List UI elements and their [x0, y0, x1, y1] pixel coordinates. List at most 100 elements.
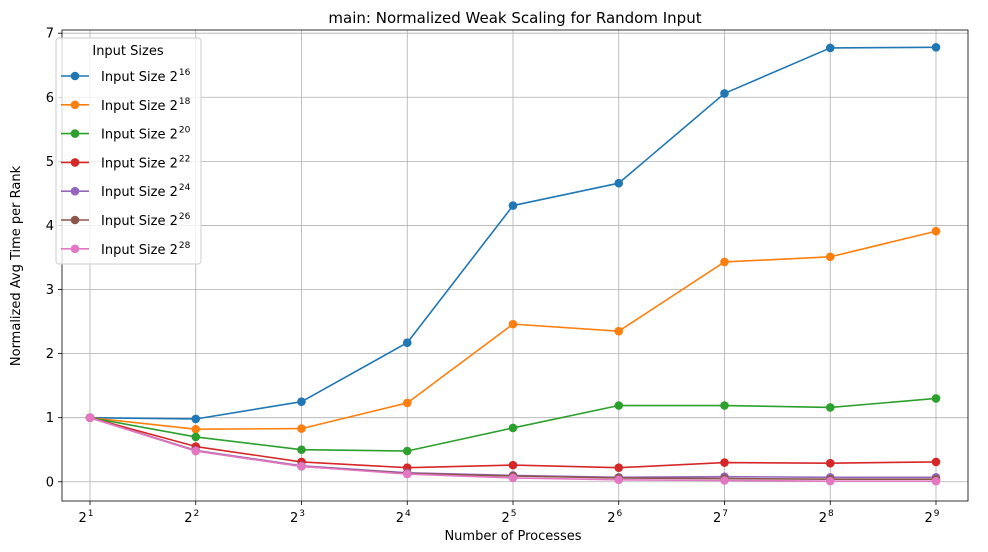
x-tick-label: 28	[819, 509, 834, 526]
x-tick-base: 2	[924, 511, 932, 526]
data-point	[825, 458, 835, 468]
x-tick-exponent: 3	[299, 509, 305, 519]
data-point	[85, 413, 95, 422]
data-point	[297, 397, 306, 406]
legend-label: Input Size 220	[101, 126, 191, 143]
x-tick-label: 21	[78, 509, 93, 526]
legend-item-18: Input Size 218	[61, 97, 191, 114]
x-tick-label: 25	[501, 509, 516, 526]
legend-item-22: Input Size 222	[61, 154, 190, 171]
legend-label: Input Size 216	[101, 68, 191, 85]
data-point	[297, 445, 306, 455]
x-tick-label: 22	[184, 509, 199, 526]
legend-label-exponent: 26	[179, 212, 191, 222]
x-tick-label: 24	[396, 509, 411, 526]
series-28	[85, 413, 941, 486]
data-point	[508, 423, 518, 433]
y-tick-label: 7	[46, 27, 54, 42]
data-point	[720, 257, 729, 267]
plot-series	[85, 43, 941, 486]
legend-label-exponent: 20	[179, 126, 191, 136]
legend-label-text: Input Size 2	[101, 156, 178, 171]
legend-label-text: Input Size 2	[101, 214, 178, 229]
x-tick-base: 2	[184, 511, 192, 526]
x-tick-exponent: 6	[617, 509, 623, 519]
legend-label-text: Input Size 2	[101, 99, 178, 114]
y-tick-label: 6	[46, 91, 54, 106]
x-axis-label: Number of Processes	[444, 529, 581, 544]
legend-marker	[70, 71, 80, 81]
legend-label: Input Size 218	[101, 97, 191, 114]
data-point	[720, 401, 729, 410]
legend-label-text: Input Size 2	[101, 128, 178, 143]
x-tick-base: 2	[290, 511, 298, 526]
legend-box	[55, 37, 202, 265]
x-tick-base: 2	[501, 511, 509, 526]
x-tick-exponent: 7	[722, 509, 728, 519]
y-tick-label: 0	[46, 475, 54, 490]
data-point	[931, 43, 941, 52]
legend-marker	[70, 158, 80, 167]
data-point	[614, 463, 624, 472]
y-tick-label: 2	[46, 347, 54, 362]
data-point	[614, 475, 624, 485]
data-point	[508, 473, 518, 483]
x-tick-exponent: 1	[88, 509, 94, 519]
legend-item-28: Input Size 228	[61, 241, 191, 258]
legend-title: Input Sizes	[92, 44, 163, 59]
data-point	[402, 469, 412, 479]
x-tick-label: 29	[924, 509, 939, 526]
data-point	[614, 326, 624, 336]
data-point	[825, 403, 835, 412]
data-point	[508, 319, 518, 329]
legend-marker	[70, 100, 80, 110]
x-tick-label: 27	[713, 509, 728, 526]
legend-label: Input Size 226	[101, 212, 191, 229]
x-tick-base: 2	[607, 511, 615, 526]
data-point	[191, 432, 201, 442]
y-tick-label: 5	[46, 155, 54, 170]
legend-label-exponent: 16	[179, 68, 191, 78]
chart-title: main: Normalized Weak Scaling for Random…	[328, 9, 701, 27]
data-point	[191, 424, 201, 434]
data-point	[191, 414, 201, 424]
data-point	[402, 398, 412, 408]
x-tick-label: 23	[290, 509, 305, 526]
y-tick-label: 3	[46, 283, 54, 298]
data-point	[614, 401, 624, 410]
x-tick-base: 2	[78, 511, 86, 526]
plot-frame	[61, 29, 969, 502]
y-tick-label: 1	[46, 411, 54, 426]
data-point	[931, 476, 941, 486]
legend-marker	[70, 244, 80, 254]
series-16	[85, 43, 941, 424]
data-point	[508, 460, 518, 470]
data-point	[720, 476, 729, 485]
data-point	[297, 462, 306, 471]
data-point	[931, 226, 941, 236]
data-point	[191, 446, 201, 456]
legend-item-20: Input Size 220	[61, 126, 191, 143]
data-point	[825, 252, 835, 262]
data-point	[720, 89, 729, 98]
legend-label-exponent: 24	[179, 183, 191, 193]
legend-marker	[70, 215, 80, 225]
data-point	[508, 201, 518, 210]
y-tick-label: 4	[46, 219, 54, 234]
x-tick-base: 2	[819, 511, 827, 526]
legend-label-exponent: 18	[179, 97, 191, 107]
x-tick-exponent: 2	[194, 509, 200, 519]
data-point	[825, 476, 835, 486]
data-point	[720, 458, 729, 467]
x-tick-exponent: 8	[828, 509, 834, 519]
legend-label: Input Size 228	[101, 241, 191, 258]
data-point	[825, 43, 835, 53]
legend-marker	[70, 186, 80, 196]
data-point	[614, 178, 624, 188]
x-tick-exponent: 5	[511, 509, 517, 519]
data-point	[402, 446, 412, 456]
legend-label-exponent: 22	[179, 154, 190, 164]
